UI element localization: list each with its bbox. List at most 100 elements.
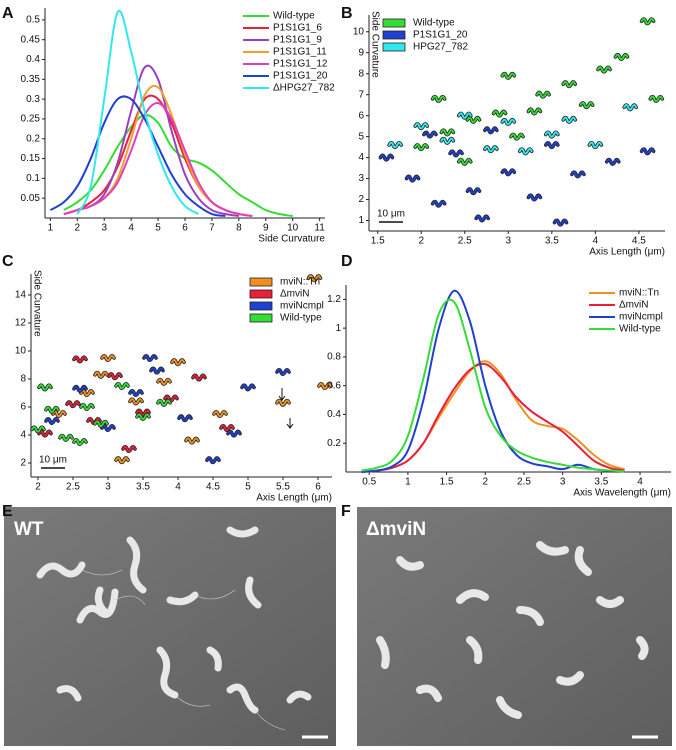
cell-fill xyxy=(440,137,455,145)
y-tick-label: 4 xyxy=(358,152,364,163)
y-tick-label: 0.2 xyxy=(327,438,341,449)
legend-label: ΔmviN xyxy=(619,300,648,311)
y-tick-label: 0.8 xyxy=(327,352,341,363)
legend-label: P1S1G1_20 xyxy=(273,71,328,82)
cell-fill xyxy=(241,384,255,391)
cell-point xyxy=(51,410,67,418)
cell-fill xyxy=(94,420,108,428)
cell-fill xyxy=(227,430,241,437)
cell-fill xyxy=(640,148,655,155)
x-tick-label: 8 xyxy=(236,223,242,234)
cell-point xyxy=(135,412,151,421)
cell-point xyxy=(72,384,88,393)
cell-fill xyxy=(136,413,150,421)
cell-fill xyxy=(45,406,59,414)
cell-fill xyxy=(52,410,66,418)
scale-bar-label: 10 μm xyxy=(39,455,67,466)
density-line xyxy=(76,9,199,215)
arrows xyxy=(278,388,294,429)
cell-point xyxy=(205,456,221,465)
y-tick-label: 1 xyxy=(335,323,341,334)
cell-fill xyxy=(108,372,122,380)
legend-label: ΔHPG27_782 xyxy=(273,83,335,94)
y-tick-label: 12 xyxy=(15,318,27,329)
y-tick-label: 6 xyxy=(358,110,364,121)
cell-fill xyxy=(544,131,559,138)
cell-fill xyxy=(171,358,185,366)
cell-point xyxy=(93,419,109,428)
cell-fill xyxy=(623,104,638,111)
cell-fill xyxy=(45,417,59,425)
scale-bar-label: 10 μm xyxy=(377,209,405,220)
cells xyxy=(376,541,649,719)
y-tick-label: 6 xyxy=(20,402,26,413)
y-tick-label: 2 xyxy=(358,194,364,205)
cell-point xyxy=(439,128,456,137)
cell-point xyxy=(128,397,144,406)
cell-fill xyxy=(150,367,164,374)
x-tick-label: 9 xyxy=(263,223,269,234)
x-tick-label: 1.5 xyxy=(371,236,385,247)
cell-point xyxy=(517,147,534,156)
legend-swatch xyxy=(382,42,406,52)
cell-point xyxy=(535,90,551,99)
cell-point xyxy=(526,193,543,202)
y-tick-label: 14 xyxy=(15,290,27,301)
cell-fill xyxy=(466,116,481,124)
cell-point xyxy=(413,122,430,131)
cell-point xyxy=(491,109,508,118)
cell-fill xyxy=(614,53,629,61)
cell-point xyxy=(648,94,665,103)
x-tick-label: 11 xyxy=(314,223,325,234)
cell-point xyxy=(500,71,517,80)
legend-label: Wild-type xyxy=(619,324,661,335)
y-tick-label: 1.2 xyxy=(327,294,341,305)
x-tick-label: 6 xyxy=(315,482,321,493)
cell-point xyxy=(177,414,193,423)
y-tick-label: 10 xyxy=(353,26,365,37)
cell-fill xyxy=(483,145,498,153)
y-tick-label: 4 xyxy=(20,430,26,441)
y-axis-label: Side Curvature xyxy=(369,11,380,78)
x-tick-label: 3.5 xyxy=(136,482,150,493)
cell-point xyxy=(639,17,656,26)
y-tick-label: 2 xyxy=(20,458,26,469)
cell-fill xyxy=(492,110,507,117)
y-tick-label: 0.3 xyxy=(26,94,40,105)
cell-point xyxy=(219,424,235,432)
cell-fill xyxy=(80,389,94,397)
panel-letter: B xyxy=(341,5,353,22)
density-line xyxy=(361,362,625,473)
cell-point xyxy=(456,157,473,166)
cell-point xyxy=(404,174,421,183)
legend-label: Wild-type xyxy=(280,313,322,324)
cell-fill xyxy=(129,389,143,397)
y-tick-label: 3 xyxy=(358,173,364,184)
cell-fill xyxy=(115,382,129,390)
legend-label: P1S1G1_20 xyxy=(413,30,468,41)
y-tick-label: 0.05 xyxy=(21,193,41,204)
legend-label: mviNcmpl xyxy=(280,301,324,312)
cell-point xyxy=(552,218,569,227)
panel-letter: A xyxy=(2,5,14,22)
cell-fill xyxy=(73,385,87,393)
y-tick-label: 5 xyxy=(358,131,364,142)
cell-fill xyxy=(157,378,171,386)
y-tick-label: 1 xyxy=(358,215,364,226)
cell-point xyxy=(413,143,430,152)
cell-point xyxy=(44,405,60,414)
sem-background xyxy=(4,507,336,746)
cell-point xyxy=(100,424,116,432)
panel-letter: C xyxy=(2,253,14,270)
cell-fill xyxy=(510,133,524,140)
y-tick-label: 0.2 xyxy=(26,133,40,144)
x-axis-label: Axis Wavelength (μm) xyxy=(573,488,671,499)
cell-point xyxy=(439,136,456,145)
cell-point xyxy=(72,355,88,364)
y-tick-label: 7 xyxy=(358,89,364,100)
cell-fill xyxy=(405,175,420,182)
cell-fill xyxy=(136,409,150,416)
cell-fill xyxy=(475,215,490,222)
x-tick-label: 1 xyxy=(48,223,54,234)
sem-image-e xyxy=(4,507,336,746)
